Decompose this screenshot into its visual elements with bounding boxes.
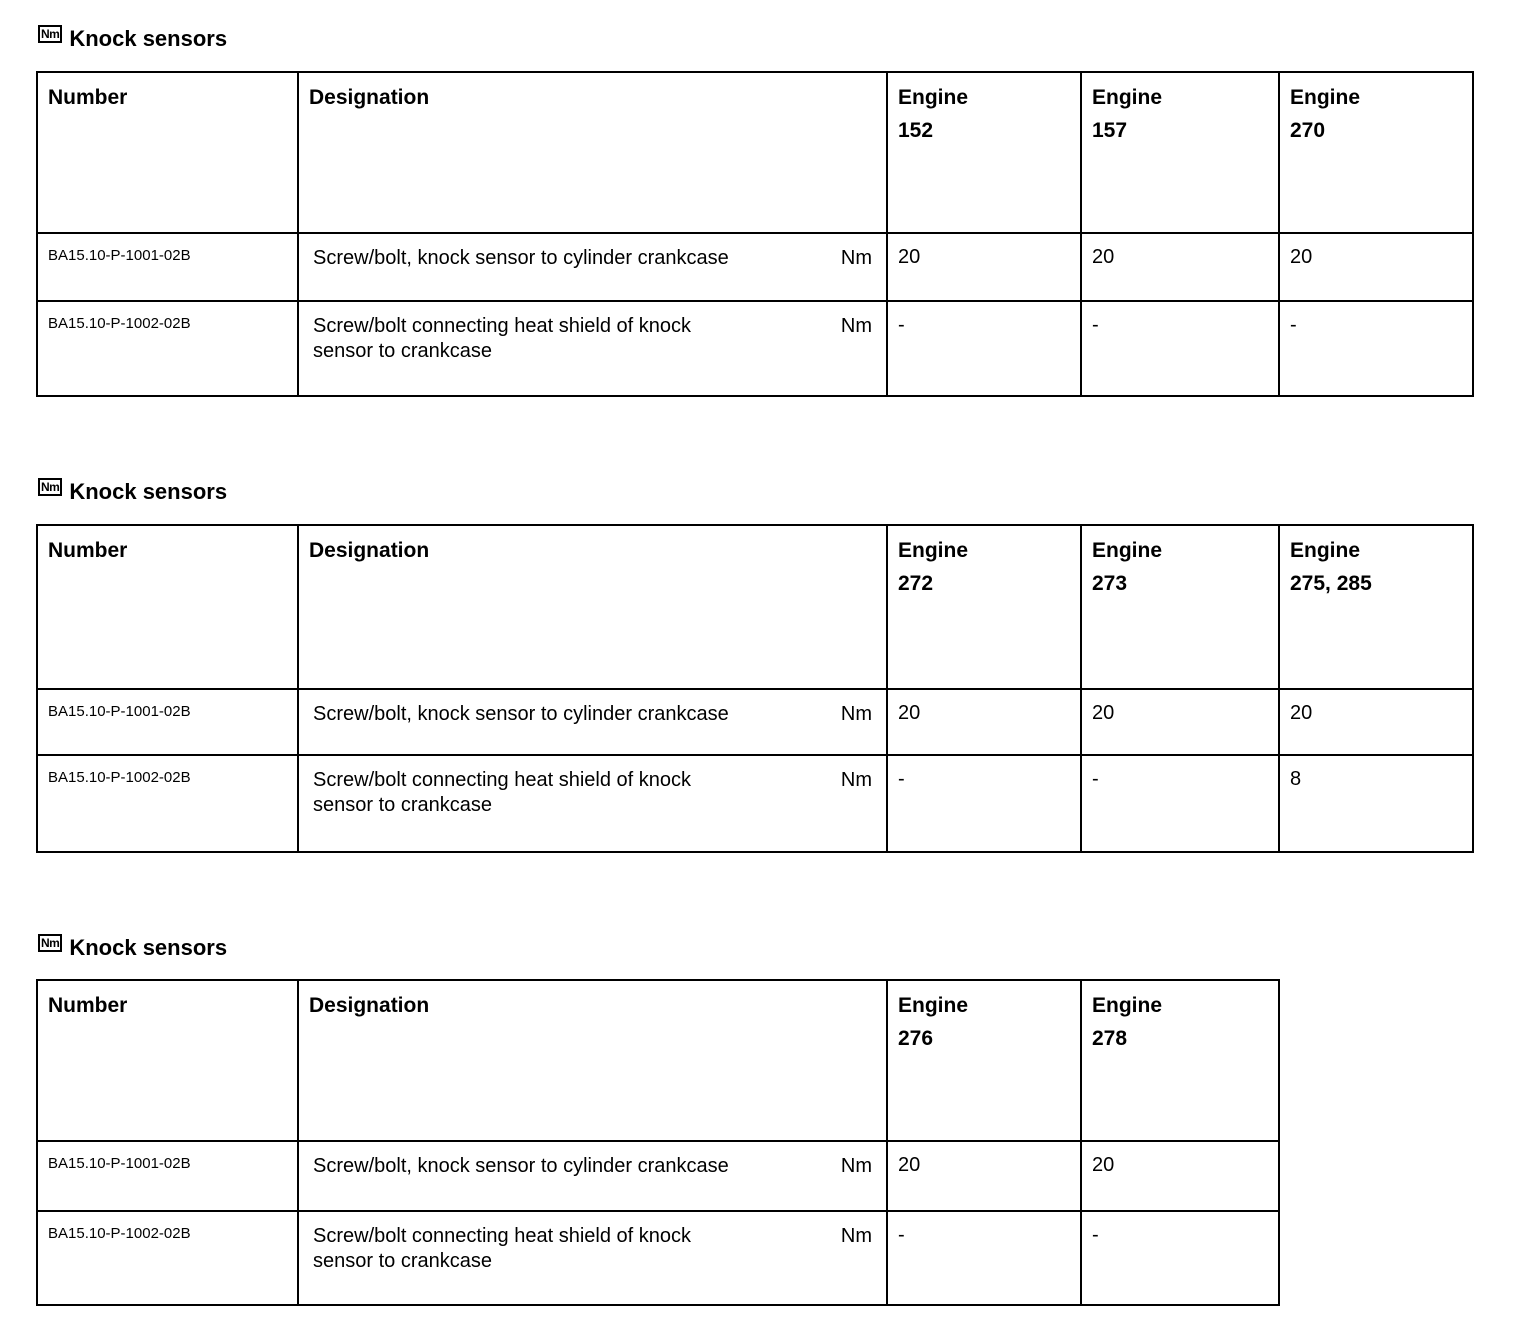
- header-engine: Engine 157: [1080, 71, 1280, 234]
- header-number: Number: [36, 71, 299, 234]
- torque-nm-icon: Nm: [38, 478, 63, 496]
- section-title: Nm Knock sensors: [38, 25, 228, 52]
- section-title-text: Knock sensors: [69, 26, 228, 51]
- designation-text: Screw/bolt connecting heat shield of kno…: [313, 1225, 691, 1272]
- cell-number: BA15.10-P-1001-02B: [36, 232, 299, 302]
- unit-label: Nm: [840, 1155, 872, 1177]
- header-row: Number Designation Engine 276 Engine 278: [36, 979, 1280, 1142]
- cell-value: 20: [1278, 688, 1474, 756]
- cell-value: 20: [1080, 232, 1280, 302]
- cell-designation: Screw/bolt connecting heat shield of kno…: [297, 1210, 888, 1306]
- cell-designation: Screw/bolt, knock sensor to cylinder cra…: [297, 688, 888, 756]
- header-engine: Engine 152: [886, 71, 1082, 234]
- engine-label: Engine: [1092, 539, 1163, 562]
- header-engine: Engine 270: [1278, 71, 1474, 234]
- header-designation: Designation: [297, 71, 888, 234]
- designation-text: Screw/bolt connecting heat shield of kno…: [313, 769, 691, 816]
- engine-label: Engine: [1290, 86, 1361, 109]
- header-engine: Engine 276: [886, 979, 1082, 1142]
- designation-text: Screw/bolt, knock sensor to cylinder cra…: [313, 1155, 729, 1177]
- engine-code: 272: [898, 572, 934, 595]
- header-number: Number: [36, 979, 299, 1142]
- section-title-text: Knock sensors: [69, 935, 228, 960]
- table-row: BA15.10-P-1001-02B Screw/bolt, knock sens…: [36, 232, 1474, 302]
- unit-label: Nm: [840, 1225, 872, 1247]
- cell-number: BA15.10-P-1002-02B: [36, 754, 299, 853]
- cell-designation: Screw/bolt, knock sensor to cylinder cra…: [297, 1140, 888, 1212]
- header-number: Number: [36, 524, 299, 690]
- torque-table: Number Designation Engine 276 Engine 278 BA15.…: [36, 979, 1280, 1306]
- engine-label: Engine: [898, 539, 969, 562]
- designation-text: Screw/bolt, knock sensor to cylinder cra…: [313, 703, 729, 725]
- cell-value: -: [1080, 300, 1280, 397]
- engine-code: 270: [1290, 119, 1326, 142]
- engine-code: 157: [1092, 119, 1128, 142]
- designation-text: Screw/bolt, knock sensor to cylinder cra…: [313, 247, 729, 269]
- cell-designation: Screw/bolt connecting heat shield of kno…: [297, 754, 888, 853]
- cell-value: 20: [886, 232, 1082, 302]
- engine-label: Engine: [898, 86, 969, 109]
- header-designation: Designation: [297, 524, 888, 690]
- torque-table: Number Designation Engine 272 Engine 273 Engin…: [36, 524, 1474, 853]
- unit-label: Nm: [840, 769, 872, 791]
- table-row: BA15.10-P-1001-02B Screw/bolt, knock sens…: [36, 1140, 1280, 1212]
- torque-nm-icon: Nm: [38, 934, 63, 952]
- torque-nm-icon: Nm: [38, 25, 63, 43]
- cell-value: 20: [1278, 232, 1474, 302]
- header-row: Number Designation Engine 272 Engine 273 Engin…: [36, 524, 1474, 690]
- header-engine: Engine 275, 285: [1278, 524, 1474, 690]
- engine-code: 276: [898, 1027, 934, 1050]
- cell-value: -: [886, 300, 1082, 397]
- designation-text: Screw/bolt connecting heat shield of kno…: [313, 315, 691, 362]
- cell-value: -: [886, 754, 1082, 853]
- table-row: BA15.10-P-1002-02B Screw/bolt connecting …: [36, 754, 1474, 853]
- section-title: Nm Knock sensors: [38, 934, 228, 961]
- cell-value: -: [1080, 1210, 1280, 1306]
- cell-value: 8: [1278, 754, 1474, 853]
- cell-number: BA15.10-P-1002-02B: [36, 1210, 299, 1306]
- cell-designation: Screw/bolt connecting heat shield of kno…: [297, 300, 888, 397]
- unit-label: Nm: [840, 315, 872, 337]
- cell-value: -: [1080, 754, 1280, 853]
- header-row: Number Designation Engine 152 Engine 157 Engin…: [36, 71, 1474, 234]
- unit-label: Nm: [840, 703, 872, 725]
- table-row: BA15.10-P-1002-02B Screw/bolt connecting …: [36, 300, 1474, 397]
- cell-designation: Screw/bolt, knock sensor to cylinder cra…: [297, 232, 888, 302]
- cell-number: BA15.10-P-1002-02B: [36, 300, 299, 397]
- engine-code: 273: [1092, 572, 1128, 595]
- cell-value: 20: [1080, 688, 1280, 756]
- engine-label: Engine: [1092, 86, 1163, 109]
- cell-number: BA15.10-P-1001-02B: [36, 1140, 299, 1212]
- engine-code: 275, 285: [1290, 572, 1372, 595]
- unit-label: Nm: [840, 247, 872, 269]
- cell-value: 20: [886, 1140, 1082, 1212]
- engine-label: Engine: [1290, 539, 1361, 562]
- header-engine: Engine 278: [1080, 979, 1280, 1142]
- cell-value: 20: [886, 688, 1082, 756]
- torque-table: Number Designation Engine 152 Engine 157 Engin…: [36, 71, 1474, 397]
- engine-code: 152: [898, 119, 934, 142]
- engine-label: Engine: [898, 994, 969, 1017]
- section-title-text: Knock sensors: [69, 479, 228, 504]
- section-title: Nm Knock sensors: [38, 478, 228, 505]
- header-designation: Designation: [297, 979, 888, 1142]
- cell-value: 20: [1080, 1140, 1280, 1212]
- cell-value: -: [1278, 300, 1474, 397]
- cell-value: -: [886, 1210, 1082, 1306]
- engine-code: 278: [1092, 1027, 1128, 1050]
- table-row: BA15.10-P-1002-02B Screw/bolt connecting …: [36, 1210, 1280, 1306]
- table-row: BA15.10-P-1001-02B Screw/bolt, knock sens…: [36, 688, 1474, 756]
- cell-number: BA15.10-P-1001-02B: [36, 688, 299, 756]
- engine-label: Engine: [1092, 994, 1163, 1017]
- header-engine: Engine 273: [1080, 524, 1280, 690]
- header-engine: Engine 272: [886, 524, 1082, 690]
